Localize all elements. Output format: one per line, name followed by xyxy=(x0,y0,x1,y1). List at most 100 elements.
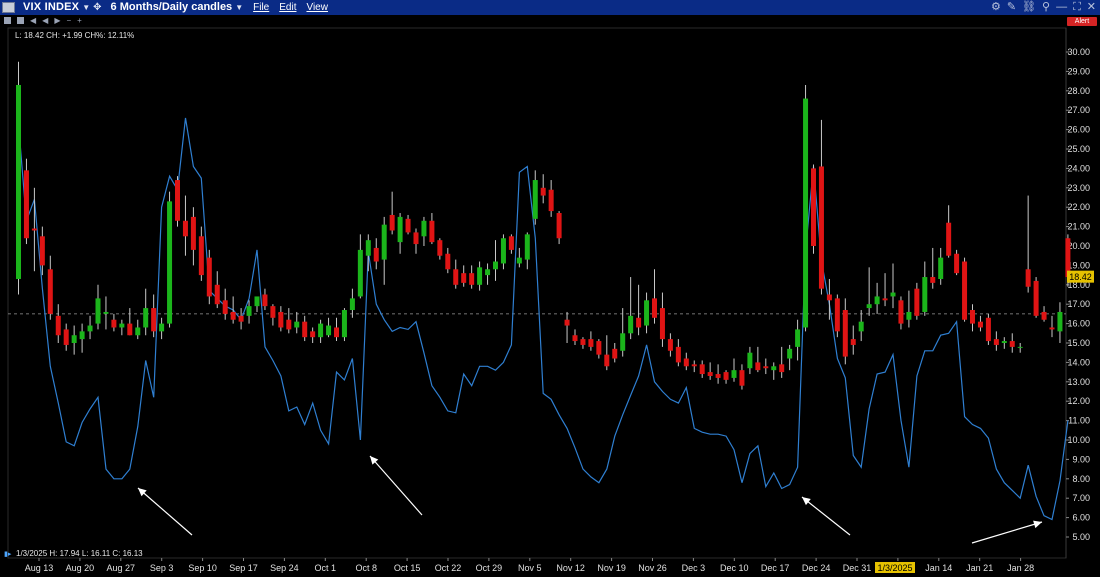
candle xyxy=(524,232,530,270)
candle-body xyxy=(524,234,530,260)
menu-edit[interactable]: Edit xyxy=(279,2,297,13)
close-icon[interactable]: ✕ xyxy=(1086,1,1096,13)
candle-body xyxy=(540,187,546,196)
candle-body xyxy=(644,300,650,326)
candle xyxy=(906,290,912,328)
scroll-far-left-icon[interactable]: ◀ xyxy=(42,15,49,25)
tools-icon[interactable]: ✎ xyxy=(1006,1,1017,13)
candle-body xyxy=(429,220,435,243)
annotation-arrow xyxy=(137,487,193,536)
candle xyxy=(946,205,952,258)
zoom-out-icon[interactable]: − xyxy=(66,15,72,25)
candle-body xyxy=(111,319,117,328)
annotation-arrow xyxy=(801,496,851,536)
candle-body xyxy=(985,317,991,342)
candle xyxy=(119,319,125,336)
candle xyxy=(445,247,451,274)
plot-area xyxy=(7,27,1067,559)
candle-body xyxy=(23,170,29,239)
candle-body xyxy=(477,267,483,285)
candle xyxy=(135,319,141,340)
candle xyxy=(1025,195,1031,293)
y-tick-label: 5.00 xyxy=(1072,532,1090,542)
candle xyxy=(532,170,538,225)
x-tick-label: Sep 10 xyxy=(188,563,217,573)
candle xyxy=(127,308,133,336)
candle-body xyxy=(1049,327,1055,330)
candle-body xyxy=(771,366,777,371)
pin-icon[interactable]: ⚲ xyxy=(1042,1,1051,13)
candle xyxy=(373,238,379,270)
candle-body xyxy=(159,323,165,332)
candle xyxy=(143,288,149,336)
x-tick-label: Nov 19 xyxy=(597,563,626,573)
candle-body xyxy=(127,323,133,336)
minimize-icon[interactable]: — xyxy=(1056,1,1068,13)
x-tick-label: Aug 13 xyxy=(25,563,54,573)
y-tick-label: 14.00 xyxy=(1067,357,1090,367)
zoom-in-icon[interactable]: + xyxy=(77,15,82,25)
candle-body xyxy=(103,311,109,314)
menu-file[interactable]: File xyxy=(253,2,270,13)
candle xyxy=(890,263,896,309)
candle-body xyxy=(723,372,729,380)
candle xyxy=(858,310,864,342)
period-dropdown-icon[interactable]: ▼ xyxy=(235,3,244,12)
settings-icon[interactable]: ⚙ xyxy=(990,1,1001,13)
candle xyxy=(270,304,276,326)
y-tick-label: 30.00 xyxy=(1067,47,1090,57)
candle xyxy=(763,358,769,375)
scroll-right-icon[interactable]: ▶ xyxy=(54,15,61,25)
candle-body xyxy=(850,339,856,345)
candle xyxy=(596,339,602,359)
candle xyxy=(55,304,61,343)
candle xyxy=(1049,315,1055,338)
candle xyxy=(167,191,173,328)
candle xyxy=(636,284,642,336)
candle xyxy=(477,261,483,291)
move-icon[interactable]: ✥ xyxy=(93,2,102,13)
candle-body xyxy=(580,339,586,345)
layout-icon[interactable] xyxy=(17,17,24,24)
candle xyxy=(413,228,419,254)
candle-body xyxy=(906,311,912,320)
candle-body xyxy=(620,333,626,351)
candle xyxy=(612,343,618,363)
candle xyxy=(222,288,228,320)
y-tick-label: 21.00 xyxy=(1067,222,1090,232)
candle-body xyxy=(222,300,228,314)
scroll-left-icon[interactable]: ◀ xyxy=(30,15,37,25)
symbol-dropdown-icon[interactable]: ▼ xyxy=(82,3,91,12)
candle xyxy=(659,292,665,347)
candle-body xyxy=(508,236,514,250)
candle xyxy=(548,180,554,217)
candle xyxy=(87,315,93,340)
candle xyxy=(930,247,936,289)
x-tick-label: Sep 3 xyxy=(150,563,174,573)
menu-view[interactable]: View xyxy=(306,2,328,13)
candle xyxy=(1009,333,1015,353)
period-selector[interactable]: 6 Months/Daily candles xyxy=(110,1,233,13)
candle-body xyxy=(914,288,920,316)
maximize-icon[interactable]: ⛶ xyxy=(1073,1,1081,13)
candle xyxy=(23,158,29,245)
link-icon[interactable]: ⛓ xyxy=(1022,1,1037,13)
alert-button[interactable]: Alert xyxy=(1067,17,1097,26)
candle-body xyxy=(206,257,212,297)
candle-body xyxy=(413,232,419,245)
x-tick-label: Sep 24 xyxy=(270,563,299,573)
candle xyxy=(516,247,522,268)
candle xyxy=(755,346,761,373)
arrow-head xyxy=(802,497,811,506)
candle xyxy=(95,284,101,330)
candle-body xyxy=(715,374,721,378)
y-tick-label: 28.00 xyxy=(1067,86,1090,96)
candle-body xyxy=(683,358,689,367)
candle-body xyxy=(532,180,538,219)
candle xyxy=(16,61,21,295)
symbol-selector[interactable]: VIX INDEX xyxy=(23,1,80,13)
chart-type-icon[interactable] xyxy=(4,17,11,24)
candle-body xyxy=(628,315,634,334)
candle-body xyxy=(898,300,904,324)
